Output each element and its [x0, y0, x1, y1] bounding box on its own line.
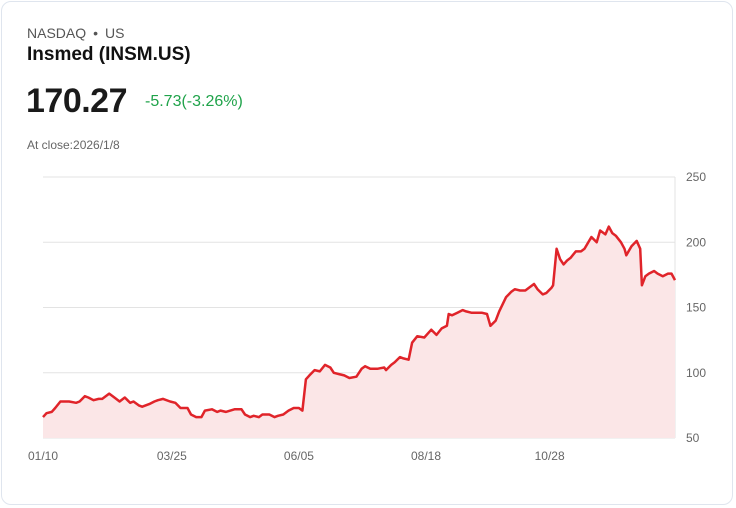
- stock-name: Insmed (INSM.US): [27, 44, 191, 65]
- x-tick-label: 03/25: [157, 449, 187, 463]
- area-fill: [43, 226, 675, 438]
- y-tick-label: 200: [686, 235, 706, 249]
- market: US: [105, 25, 125, 41]
- y-tick-label: 150: [686, 301, 706, 315]
- price-change: -5.73(-3.26%): [145, 93, 243, 110]
- close-date: At close:2026/1/8: [27, 138, 120, 152]
- y-tick-label: 100: [686, 366, 706, 380]
- x-tick-label: 01/10: [28, 449, 58, 463]
- x-tick-label: 08/18: [411, 449, 441, 463]
- separator: •: [93, 25, 99, 41]
- y-tick-label: 250: [686, 170, 706, 184]
- price: 170.27: [26, 82, 128, 120]
- x-tick-label: 06/05: [284, 449, 314, 463]
- y-tick-label: 50: [686, 431, 700, 445]
- price-line: [42, 225, 677, 419]
- exchange-line: NASDAQ • US: [27, 25, 124, 41]
- x-tick-label: 10/28: [535, 449, 565, 463]
- exchange: NASDAQ: [27, 25, 87, 41]
